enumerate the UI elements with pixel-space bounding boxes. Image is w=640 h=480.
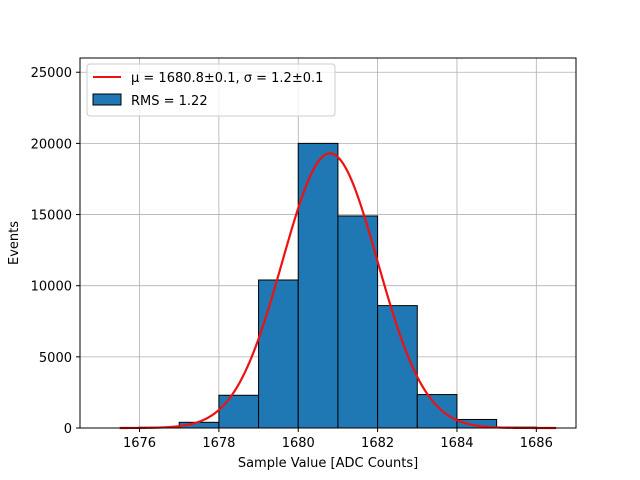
- plot-frame: [79, 57, 577, 429]
- y-tick-label: 20000: [31, 137, 72, 152]
- x-axis-label: Sample Value [ADC Counts]: [238, 456, 418, 471]
- y-axis-label: Events: [7, 221, 22, 265]
- x-tick-label: 1680: [282, 436, 315, 451]
- y-tick-label: 10000: [31, 280, 72, 295]
- histogram-bar: [258, 279, 299, 429]
- y-tick-label: 25000: [31, 66, 72, 81]
- y-tick-label: 15000: [31, 209, 72, 224]
- histogram-bars: [139, 142, 537, 429]
- x-axis-ticks: 1676 1678 1680 1682 1684 1686: [123, 428, 553, 451]
- legend-box: [86, 63, 336, 117]
- gaussian-fit: [119, 152, 557, 430]
- histogram-bar: [416, 394, 458, 429]
- histogram-bar: [218, 394, 260, 429]
- y-tick-label: 5000: [39, 351, 72, 366]
- y-tick-label: 0: [64, 422, 72, 437]
- y-axis-ticks: 0 5000 10000 15000 20000 25000: [31, 66, 80, 437]
- x-tick-label: 1686: [520, 436, 553, 451]
- x-tick-label: 1682: [361, 436, 394, 451]
- x-tick-label: 1678: [202, 436, 235, 451]
- legend-hist-label: RMS = 1.22: [131, 94, 208, 109]
- legend: μ = 1680.8±0.1, σ = 1.2±0.1 RMS = 1.22: [86, 63, 336, 117]
- legend-fit-label: μ = 1680.8±0.1, σ = 1.2±0.1: [131, 71, 323, 86]
- histogram-bar: [297, 142, 339, 429]
- histogram-bar: [337, 215, 379, 429]
- x-tick-label: 1684: [440, 436, 473, 451]
- x-tick-label: 1676: [123, 436, 156, 451]
- fit-curve: [119, 152, 557, 430]
- legend-hist-swatch: [92, 93, 122, 106]
